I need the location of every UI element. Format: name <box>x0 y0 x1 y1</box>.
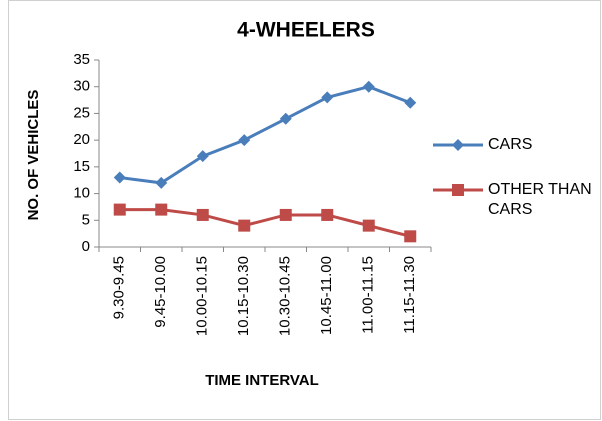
x-axis-title: TIME INTERVAL <box>205 372 319 389</box>
data-point <box>155 176 168 189</box>
data-point <box>362 80 375 93</box>
y-tick-label: 30 <box>73 78 90 95</box>
data-point <box>196 208 209 221</box>
data-point <box>404 230 417 243</box>
series-line <box>119 208 411 238</box>
x-tick-label: 11.15-11.30 <box>401 256 418 334</box>
y-tick-label: 35 <box>73 51 90 68</box>
data-point <box>113 171 126 184</box>
x-tick-label: 10.00-10.15 <box>194 256 211 336</box>
data-point <box>196 150 209 163</box>
legend-label: CARS <box>488 136 533 153</box>
data-point <box>362 219 375 232</box>
chart-title: 4-WHEELERS <box>237 19 375 42</box>
data-point <box>404 96 417 109</box>
y-axis-title: NO. OF VEHICLES <box>25 90 42 221</box>
y-tick-label: 20 <box>73 131 90 148</box>
legend-label: OTHER THAN CARS <box>488 181 592 218</box>
data-point <box>113 203 126 216</box>
y-tick-label: 0 <box>82 238 90 255</box>
x-tick-label: 11.00-11.15 <box>360 256 377 334</box>
x-tick-label: 10.30-10.45 <box>277 256 294 336</box>
x-tick-label: 9.30-9.45 <box>111 256 128 319</box>
chart-border <box>8 0 601 420</box>
legend-marker <box>452 184 464 196</box>
y-tick-label: 15 <box>73 158 90 175</box>
data-point <box>279 112 292 125</box>
x-tick-label: 10.45-11.00 <box>318 256 335 335</box>
data-point <box>321 208 334 221</box>
legend-marker <box>452 139 464 151</box>
y-tick-label: 5 <box>82 211 90 228</box>
y-tick-label: 25 <box>73 104 90 121</box>
x-tick-label: 9.45-10.00 <box>152 256 169 328</box>
y-tick-label: 10 <box>73 185 90 202</box>
data-point <box>279 208 292 221</box>
x-tick-label: 10.15-10.30 <box>235 256 252 336</box>
series-line <box>119 85 411 185</box>
data-point <box>321 91 334 104</box>
data-point <box>155 203 168 216</box>
data-point <box>238 134 251 147</box>
data-point <box>238 219 251 232</box>
